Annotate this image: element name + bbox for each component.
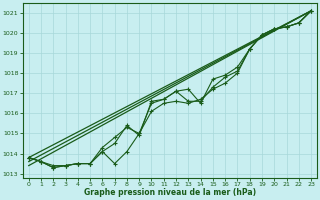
X-axis label: Graphe pression niveau de la mer (hPa): Graphe pression niveau de la mer (hPa) [84,188,256,197]
